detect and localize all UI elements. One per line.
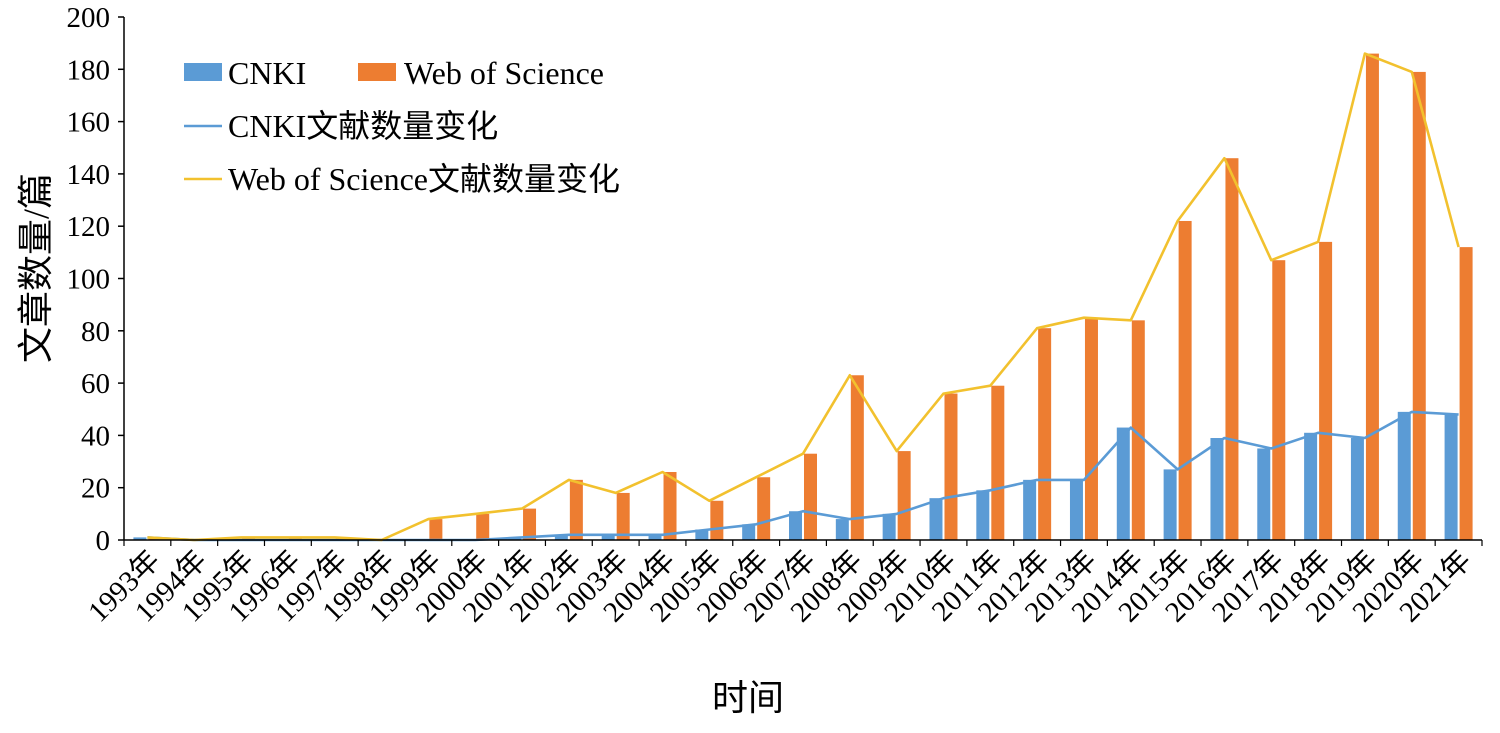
bar-cnki-2007	[789, 511, 802, 540]
bar-wos-2009	[897, 451, 911, 540]
bar-cnki-2010	[929, 498, 943, 540]
y-tick-label: 180	[67, 54, 111, 86]
x-axis-title: 时间	[712, 678, 784, 718]
bar-cnki-1993	[133, 537, 147, 540]
bar-cnki-2015	[1163, 469, 1177, 540]
bar-wos-2010	[944, 393, 958, 540]
bar-wos-2015	[1178, 220, 1192, 540]
bar-cnki-2021	[1444, 414, 1458, 540]
bar-wos-2019	[1365, 53, 1379, 541]
bar-cnki-2013	[1069, 479, 1083, 540]
bar-wos-2016	[1225, 158, 1239, 540]
bar-cnki-2019	[1350, 438, 1364, 540]
y-tick-label: 80	[81, 316, 110, 348]
legend: CNKI Web of Science CNKI文献数量变化 Web of Sc…	[184, 55, 620, 197]
legend-label-cnki: CNKI	[228, 55, 306, 91]
y-tick-label: 140	[67, 159, 111, 191]
bar-wos-2000	[476, 513, 490, 540]
bar-cnki-2011	[976, 490, 990, 540]
bar-wos-2001	[523, 508, 537, 540]
bar-wos-2020	[1412, 71, 1426, 540]
y-axis-title: 文章数量/篇	[16, 173, 56, 363]
line-wos-trend	[147, 52, 1460, 542]
y-tick-label: 200	[67, 2, 111, 34]
legend-swatch-wos	[358, 63, 396, 81]
bar-wos-1999	[429, 519, 443, 540]
bar-cnki-2008	[835, 519, 849, 540]
bar-wos-2014	[1131, 320, 1145, 540]
bar-wos-2007	[804, 453, 817, 540]
y-tick-label: 120	[67, 211, 111, 243]
legend-label-cnki-trend: CNKI文献数量变化	[228, 108, 498, 144]
bar-cnki-2004	[648, 534, 662, 540]
bar-cnki-2020	[1397, 411, 1411, 540]
bar-wos-2011	[991, 385, 1005, 540]
y-tick-label: 60	[81, 368, 110, 400]
bar-wos-2018	[1319, 241, 1333, 540]
bar-cnki-2017	[1257, 448, 1271, 540]
bar-wos-2012	[1038, 328, 1052, 540]
legend-swatch-cnki	[184, 63, 222, 81]
y-tick-label: 20	[81, 473, 110, 505]
axes	[118, 16, 1483, 546]
bar-wos-2008	[850, 375, 864, 540]
y-tick-label: 40	[81, 420, 110, 452]
y-tick-label: 160	[67, 107, 111, 139]
bar-wos-2017	[1272, 260, 1286, 540]
bar-cnki-2014	[1116, 427, 1130, 540]
bar-cnki-2006	[742, 524, 756, 540]
y-tick-label: 0	[96, 525, 111, 557]
bar-wos-2003	[616, 492, 630, 540]
y-tick-label: 100	[67, 264, 111, 296]
bar-cnki-2003	[601, 534, 615, 540]
bar-cnki-2005	[695, 529, 709, 540]
y-tick-labels: 0 20 40 60 80 100 120 140 160 180 200	[67, 2, 111, 557]
bar-cnki-2002	[554, 534, 568, 540]
bar-wos-2002	[569, 479, 583, 540]
bar-wos-2006	[757, 477, 771, 540]
bar-wos-2021	[1459, 247, 1473, 540]
bar-cnki-2012	[1023, 479, 1037, 540]
bar-wos-2013	[1084, 317, 1098, 540]
legend-label-wos: Web of Science	[404, 55, 604, 91]
bar-cnki-2018	[1304, 432, 1318, 540]
bar-cnki-2009	[882, 513, 896, 540]
x-tick-labels: 1993年1994年1995年1996年1997年1998年1999年2000年…	[81, 544, 1477, 629]
cnki-bars	[133, 411, 1458, 540]
bar-wos-2004	[663, 472, 677, 540]
bar-cnki-2016	[1210, 438, 1224, 540]
bar-wos-2005	[710, 500, 724, 540]
wos-bars	[148, 53, 1473, 541]
legend-label-wos-trend: Web of Science文献数量变化	[228, 161, 620, 197]
